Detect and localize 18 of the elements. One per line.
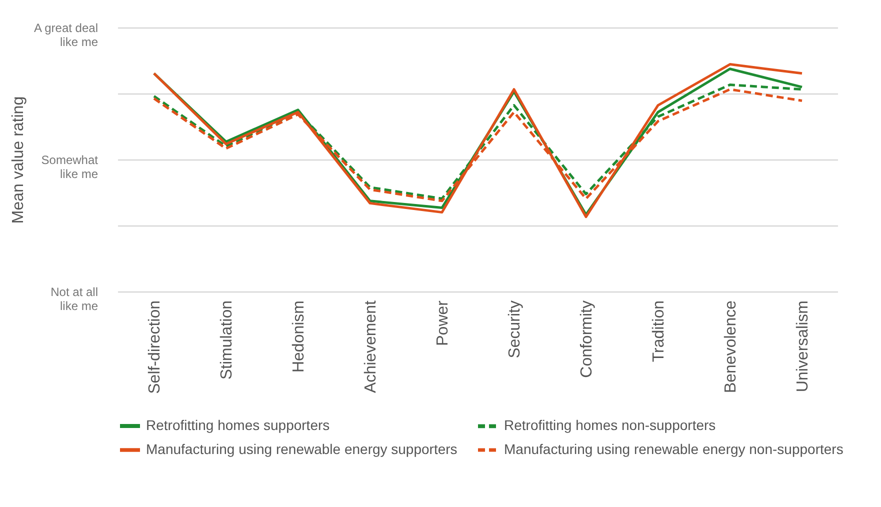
x-tick-label: Power (434, 300, 452, 346)
x-tick-label: Tradition (650, 300, 668, 362)
text: A great deal like me (34, 21, 98, 49)
x-tick-label: Universalism (794, 300, 812, 392)
x-tick-label: Benevolence (722, 300, 740, 394)
x-tick-label: Security (506, 300, 524, 358)
x-tick-label: Achievement (362, 300, 380, 393)
text: Not at all like me (50, 285, 98, 313)
legend-label: Retrofitting homes non-supporters (504, 417, 716, 434)
x-tick-label: Hedonism (290, 300, 308, 373)
legend-label: Manufacturing using renewable energy supporters (146, 441, 458, 457)
text: Somewhat like me (41, 153, 99, 181)
text: Mean value rating (10, 96, 27, 224)
legend-label: Retrofitting homes supporters (146, 417, 330, 433)
x-tick-label: Self-direction (146, 300, 164, 394)
legend-label: Manufacturing using renewable energy non-supporters (504, 441, 844, 457)
x-tick-label: Conformity (578, 300, 596, 378)
x-tick-label: Stimulation (218, 300, 236, 380)
